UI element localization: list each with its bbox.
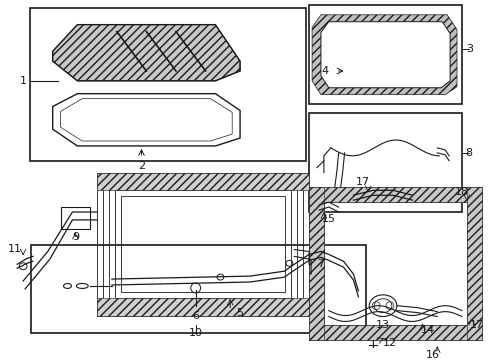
- Text: 17: 17: [470, 320, 484, 330]
- Text: 18: 18: [455, 187, 469, 197]
- Polygon shape: [309, 187, 324, 340]
- Text: 1: 1: [20, 76, 26, 86]
- Text: 16: 16: [425, 350, 440, 360]
- Text: 14: 14: [420, 325, 435, 336]
- Bar: [31, 244, 367, 333]
- Text: 3: 3: [466, 44, 473, 54]
- Ellipse shape: [369, 295, 397, 316]
- Text: 15: 15: [322, 214, 336, 224]
- Text: 6: 6: [192, 311, 199, 320]
- Bar: [30, 8, 306, 161]
- Polygon shape: [321, 22, 450, 88]
- Text: 7: 7: [317, 259, 324, 269]
- Text: 17: 17: [356, 177, 370, 188]
- Polygon shape: [97, 172, 309, 190]
- Polygon shape: [53, 94, 240, 146]
- Text: 12: 12: [383, 338, 397, 348]
- Text: 13: 13: [376, 320, 390, 330]
- Bar: [309, 113, 462, 212]
- Polygon shape: [467, 187, 482, 340]
- Polygon shape: [53, 24, 240, 81]
- Bar: [61, 207, 90, 229]
- Text: 9: 9: [72, 232, 79, 242]
- Text: 8: 8: [466, 148, 472, 158]
- Text: 2: 2: [138, 161, 145, 171]
- Polygon shape: [97, 298, 309, 316]
- Text: 11: 11: [8, 243, 22, 253]
- Text: 10: 10: [189, 328, 203, 338]
- Text: 4: 4: [322, 66, 329, 76]
- Polygon shape: [312, 15, 457, 95]
- Bar: [309, 5, 462, 104]
- Polygon shape: [309, 325, 482, 340]
- Polygon shape: [309, 187, 482, 202]
- Text: 5: 5: [237, 307, 244, 318]
